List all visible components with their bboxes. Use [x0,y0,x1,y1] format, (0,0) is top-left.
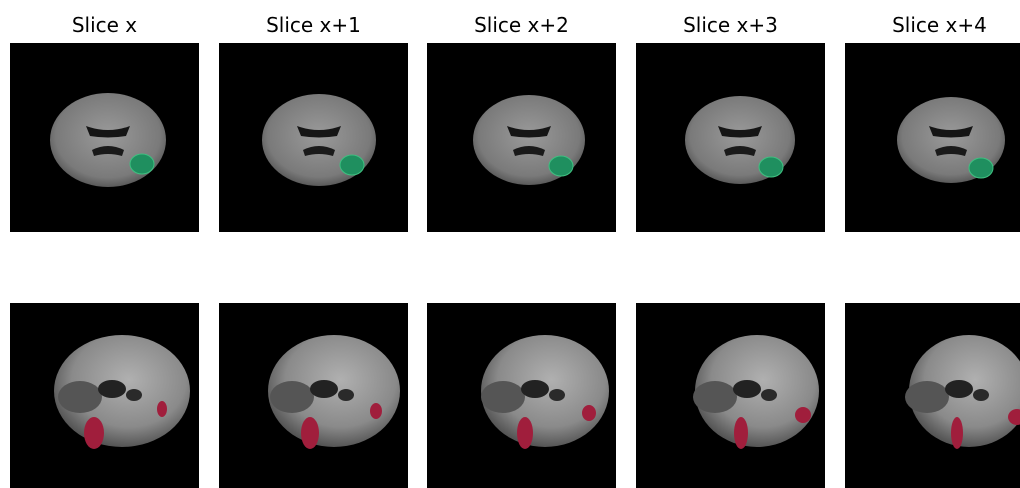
tumor-mask [795,407,811,423]
slice-title: Slice x+3 [683,13,778,37]
tumor-mask [734,417,748,449]
ventricle [310,380,338,398]
tumor-mask [84,417,104,449]
tumor-mask [969,158,993,178]
ventricle [549,389,565,401]
brainstem [693,381,737,413]
tumor-mask [301,417,319,449]
tumor-mask [130,154,154,174]
ventricle [338,389,354,401]
ventricle [126,389,142,401]
ventricle [973,389,989,401]
tumor-mask [370,403,382,419]
tumor-mask [517,417,533,449]
slice-title: Slice x+1 [266,13,361,37]
ventricle [98,380,126,398]
brainstem [270,381,314,413]
slice-title: Slice x [72,13,137,37]
tumor-mask [340,155,364,175]
tumor-mask [549,156,573,176]
ventricle [761,389,777,401]
brainstem [58,381,102,413]
tumor-mask [759,157,783,177]
slice-title: Slice x+4 [892,13,987,37]
ventricle [733,380,761,398]
brainstem [481,381,525,413]
ventricle [945,380,973,398]
ventricle [521,380,549,398]
figure: Slice x Slice x+1 Slice x+2 Slice x+3 Slice … [0,0,1020,488]
slice-title: Slice x+2 [474,13,569,37]
tumor-mask [157,401,167,417]
tumor-mask [582,405,596,421]
brainstem [905,381,949,413]
tumor-mask [951,417,963,449]
